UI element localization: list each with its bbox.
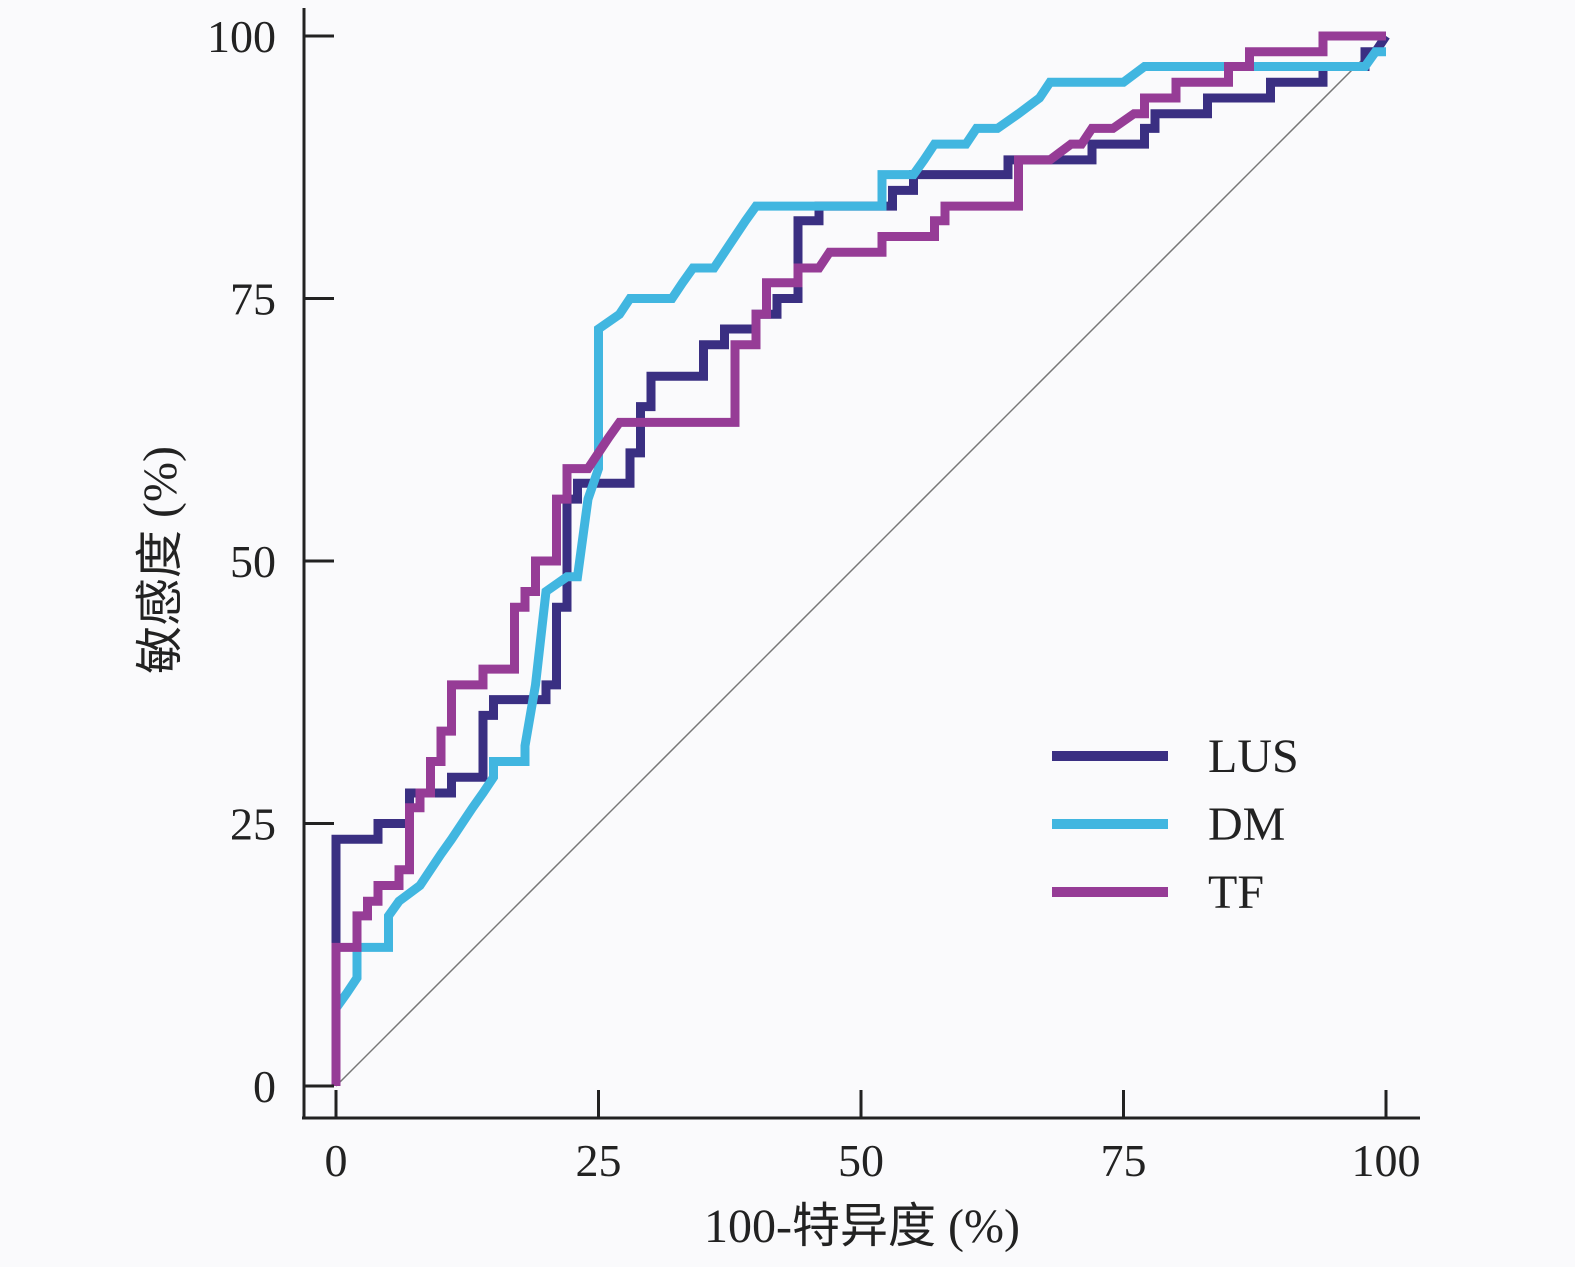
y-tick-label: 75 bbox=[230, 274, 276, 325]
legend-item-lus: LUS bbox=[1052, 730, 1299, 783]
x-tick-label: 0 bbox=[325, 1135, 348, 1186]
y-tick-label: 0 bbox=[253, 1061, 276, 1112]
reference-diagonal-line bbox=[335, 35, 1387, 1087]
series-line-tf bbox=[331, 31, 1386, 1086]
legend-item-dm: DM bbox=[1052, 798, 1285, 851]
x-tick-label: 100 bbox=[1352, 1135, 1421, 1186]
y-tick-label: 25 bbox=[230, 799, 276, 850]
legend-label: LUS bbox=[1208, 730, 1299, 783]
series-line-lus bbox=[331, 33, 1390, 1086]
legend: LUS DM TF bbox=[1052, 730, 1299, 919]
series-line-dm bbox=[331, 47, 1386, 1086]
reference-diagonal-layer bbox=[335, 35, 1387, 1087]
x-axis-label: 100-特异度 (%) bbox=[704, 1200, 1020, 1253]
x-tick-label: 75 bbox=[1101, 1135, 1147, 1186]
legend-label: TF bbox=[1208, 866, 1264, 919]
y-ticks: 0 25 50 75 100 bbox=[207, 11, 334, 1112]
y-tick-label: 50 bbox=[230, 536, 276, 587]
x-tick-label: 25 bbox=[576, 1135, 622, 1186]
y-tick-label: 100 bbox=[207, 11, 276, 62]
series-layer bbox=[331, 31, 1390, 1086]
y-axis-label: 敏感度 (%) bbox=[134, 446, 187, 674]
x-ticks: 0 25 50 75 100 bbox=[325, 1090, 1421, 1186]
x-tick-label: 50 bbox=[838, 1135, 884, 1186]
legend-item-tf: TF bbox=[1052, 866, 1264, 919]
legend-label: DM bbox=[1208, 798, 1285, 851]
